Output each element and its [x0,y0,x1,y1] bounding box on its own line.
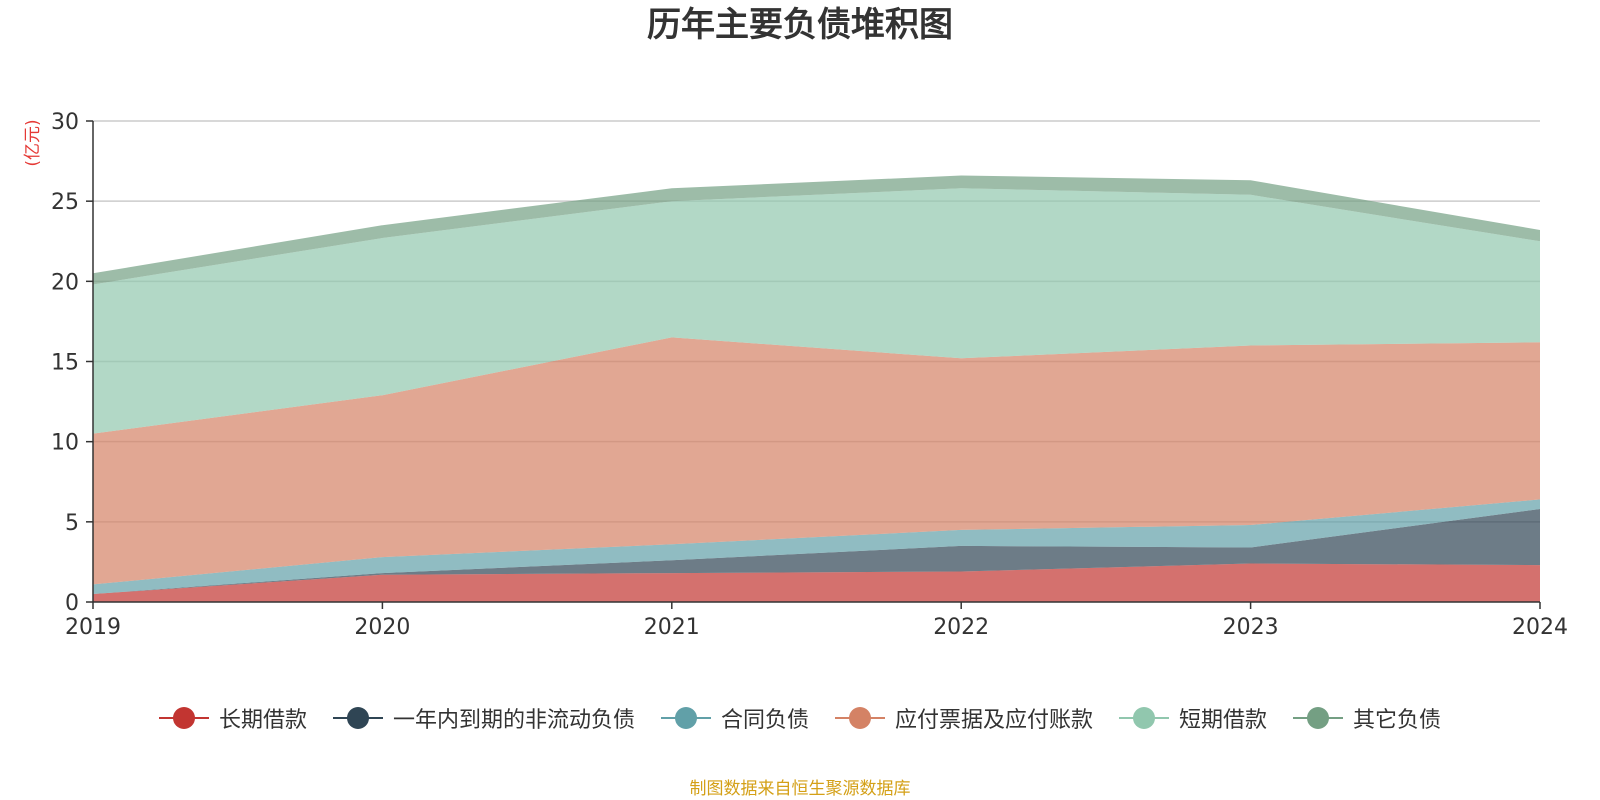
legend-label: 短期借款 [1179,708,1268,733]
y-tick-label: 30 [51,110,79,135]
y-tick-label: 5 [65,511,79,536]
legend-marker-icon [1293,706,1344,730]
legend-label: 其它负债 [1353,708,1442,733]
legend-label: 长期借款 [218,708,307,733]
y-tick-label: 10 [51,431,79,456]
area-series-0 [93,563,1540,602]
legend-marker-icon [158,706,209,730]
legend-marker-icon [332,706,383,730]
area-series-3 [93,337,1540,585]
y-tick-label: 25 [51,190,79,215]
axes: 0 5 10 15 20 25 30 2019 2020 2021 2022 2023 2024 [51,110,1568,640]
legend-item[interactable]: 合同负债 [660,702,809,734]
legend: 长期借款 一年内到期的非流动负债 合同负债 应付票据及应付账款 短期借款 其它负债 [0,700,1600,736]
stacked-areas [93,175,1540,602]
legend-marker-icon [1119,706,1170,730]
legend-item[interactable]: 其它负债 [1293,702,1441,734]
legend-item[interactable]: 长期借款 [158,702,307,734]
x-tick-label: 2020 [354,615,410,640]
y-axis-unit-label: (亿元) [23,119,43,166]
legend-item[interactable]: 一年内到期的非流动负债 [332,702,635,734]
legend-item[interactable]: 应付票据及应付账款 [835,702,1093,734]
legend-label: 合同负债 [720,708,809,733]
area-series-5 [93,175,1540,285]
chart-title: 历年主要负债堆积图 [647,5,953,45]
legend-marker-icon [660,706,711,730]
x-tick-label: 2022 [933,615,989,640]
x-tick-label: 2019 [65,615,121,640]
y-tick-label: 15 [51,351,79,376]
area-series-1 [93,509,1540,594]
y-tick-label: 20 [51,270,79,295]
legend-label: 一年内到期的非流动负债 [392,708,635,733]
legend-label: 应付票据及应付账款 [895,708,1094,733]
x-tick-label: 2023 [1223,615,1279,640]
source-note: 制图数据来自恒生聚源数据库 [689,779,911,799]
area-series-2 [93,499,1540,594]
area-series-4 [93,188,1540,434]
y-tick-label: 0 [65,591,79,616]
x-tick-label: 2021 [644,615,700,640]
x-tick-label: 2024 [1512,615,1568,640]
legend-marker-icon [835,706,885,730]
legend-item[interactable]: 短期借款 [1119,702,1267,734]
